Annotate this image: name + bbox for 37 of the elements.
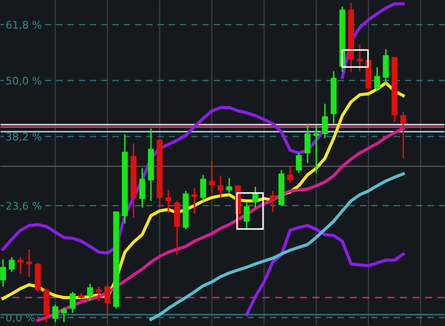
candlestick — [191, 187, 198, 214]
y-tick-label: 61,8 % — [6, 20, 42, 30]
candlestick — [139, 168, 146, 208]
candlestick — [174, 200, 180, 256]
candlestick — [8, 256, 15, 273]
line-series — [149, 172, 405, 321]
candlestick — [322, 103, 328, 140]
candlestick — [208, 160, 215, 194]
candlestick — [60, 306, 67, 323]
candlestick — [313, 124, 320, 174]
candlestick — [26, 248, 32, 278]
candlestick — [78, 292, 84, 303]
candlestick — [374, 66, 380, 92]
candlestick — [165, 189, 172, 214]
candlestick — [304, 122, 310, 164]
candlestick — [287, 166, 294, 184]
candlestick — [270, 190, 276, 212]
candlestick — [70, 291, 76, 314]
y-tick-label: 23,6 % — [6, 202, 42, 211]
candlestick — [244, 202, 250, 230]
candlestick — [200, 174, 206, 202]
candlestick — [104, 284, 110, 316]
candlestick — [52, 304, 58, 323]
candlestick — [87, 283, 94, 302]
candlestick — [252, 186, 258, 208]
candlestick — [296, 152, 302, 174]
candlestick — [356, 44, 363, 72]
candlestick — [218, 175, 224, 198]
candlestick — [0, 258, 6, 288]
candlestick — [400, 111, 406, 159]
y-tick-label: 50,0 % — [6, 76, 42, 86]
y-tick-label: 38,2 % — [6, 132, 42, 142]
candlestick — [226, 177, 232, 194]
candlestick — [96, 286, 102, 302]
candlestick — [17, 256, 24, 275]
line-series — [245, 224, 405, 316]
candlestick — [382, 48, 389, 85]
